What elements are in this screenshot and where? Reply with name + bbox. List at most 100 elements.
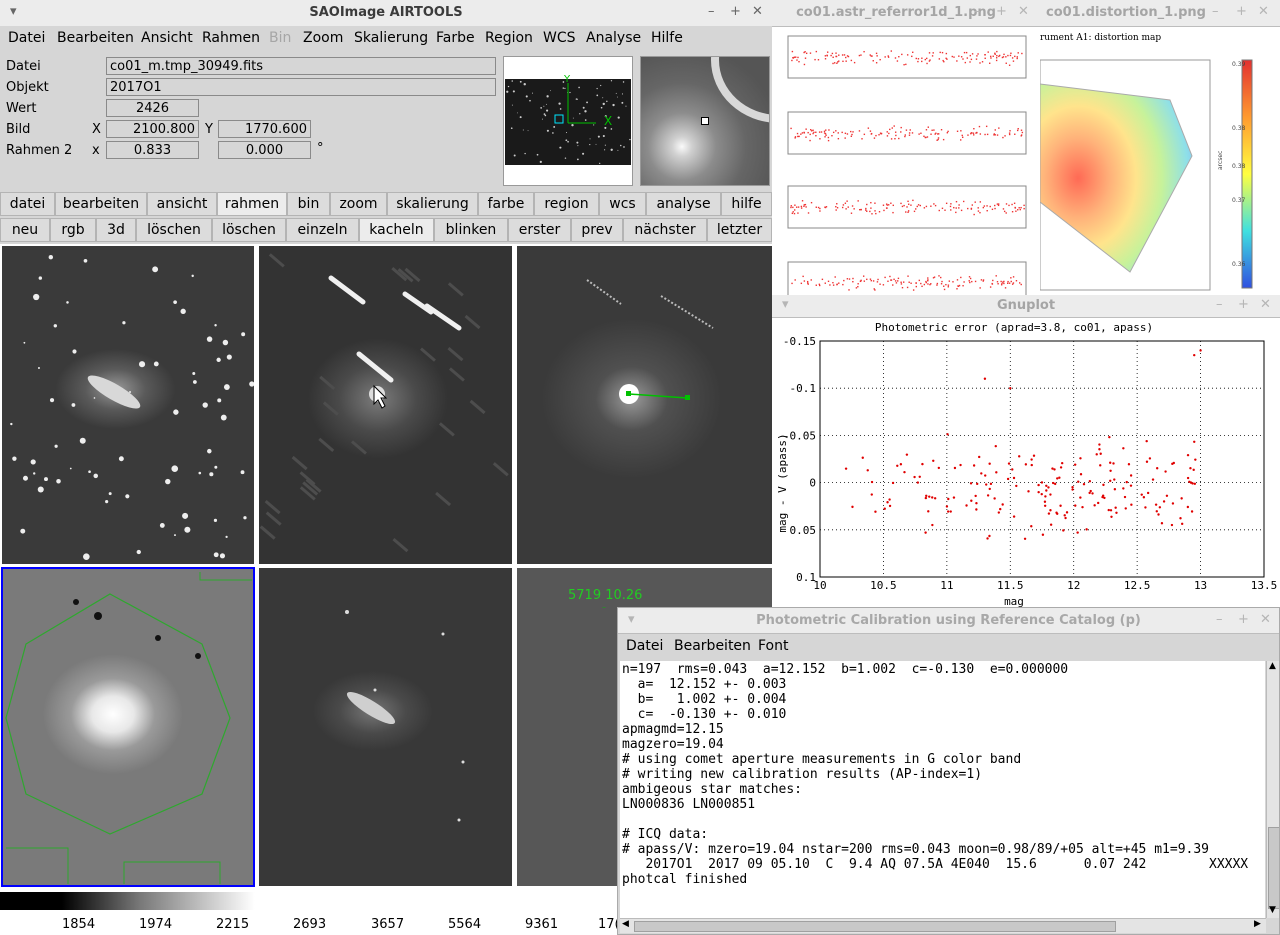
referror-dot — [979, 287, 981, 289]
menu-hilfe[interactable]: Hilfe — [651, 30, 683, 46]
frame-4[interactable] — [1, 567, 255, 887]
referror-dot — [1000, 280, 1002, 283]
scroll-down-icon[interactable]: ▼ — [1269, 905, 1276, 915]
button-blinken[interactable]: blinken — [434, 218, 508, 242]
photcal-titlebar[interactable]: ▾ Photometric Calibration using Referenc… — [618, 608, 1279, 634]
data-point — [1079, 473, 1083, 476]
menu-datei[interactable]: Datei — [8, 30, 46, 46]
button-wcs[interactable]: wcs — [599, 192, 646, 216]
menu-region[interactable]: Region — [485, 30, 533, 46]
menu-wcs[interactable]: WCS — [543, 30, 576, 46]
button-3d[interactable]: 3d — [96, 218, 136, 242]
button-einzeln[interactable]: einzeln — [286, 218, 359, 242]
button-zoom[interactable]: zoom — [330, 192, 387, 216]
scrollbar-thumb[interactable] — [634, 921, 1116, 932]
panner[interactable]: X Y — [503, 56, 633, 186]
referror-dot — [958, 284, 961, 287]
maximize-icon[interactable]: + — [1238, 612, 1249, 627]
vertical-scrollbar[interactable]: ▲ ▼ — [1266, 661, 1279, 918]
referror-dot — [835, 205, 837, 208]
scroll-right-icon[interactable]: ▶ — [1254, 919, 1261, 929]
bild-x-value: 2100.800 — [106, 120, 199, 138]
referror-dot — [889, 275, 891, 278]
horizontal-scrollbar[interactable]: ◀ ▶ — [620, 918, 1266, 933]
button-farbe[interactable]: farbe — [478, 192, 534, 216]
scroll-left-icon[interactable]: ◀ — [622, 919, 629, 929]
data-point — [995, 471, 998, 474]
button-prev[interactable]: prev — [571, 218, 623, 242]
window-menu-icon[interactable]: ▾ — [628, 612, 635, 627]
button-hilfe[interactable]: hilfe — [721, 192, 772, 216]
maximize-icon[interactable]: + — [1236, 4, 1247, 19]
button-letzter[interactable]: letzter — [707, 218, 772, 242]
referror-dot — [857, 285, 859, 288]
frame-2[interactable] — [259, 246, 512, 564]
referror-dot — [930, 133, 932, 135]
star — [71, 403, 76, 407]
button-neu[interactable]: neu — [0, 218, 50, 242]
scrollbar-thumb[interactable] — [1268, 827, 1279, 909]
window-menu-icon[interactable]: ▾ — [782, 297, 789, 312]
star-trail — [492, 462, 509, 477]
button-kacheln[interactable]: kacheln — [359, 218, 434, 242]
data-point — [999, 507, 1002, 511]
referror-dot — [925, 281, 927, 284]
maximize-icon[interactable]: + — [730, 4, 741, 19]
star — [209, 472, 214, 477]
close-icon[interactable]: ✕ — [752, 4, 763, 19]
photcal-menu-bearbeiten[interactable]: Bearbeiten — [674, 638, 751, 654]
button-naechster[interactable]: nächster — [623, 218, 707, 242]
button-loeschen-1[interactable]: löschen — [136, 218, 212, 242]
referror-titlebar[interactable]: co01.astr_referror1d_1.png – + ✕ — [772, 0, 1040, 27]
scroll-up-icon[interactable]: ▲ — [1269, 661, 1276, 671]
minimize-icon[interactable]: – — [1216, 297, 1223, 312]
button-skalierung[interactable]: skalierung — [387, 192, 478, 216]
photcal-menu-datei[interactable]: Datei — [626, 638, 664, 654]
menu-ansicht[interactable]: Ansicht — [141, 30, 193, 46]
button-bin[interactable]: bin — [287, 192, 330, 216]
maximize-icon[interactable]: + — [1238, 297, 1249, 312]
ds9-titlebar[interactable]: ▾ SAOImage AIRTOOLS – + ✕ — [0, 0, 772, 27]
menu-rahmen[interactable]: Rahmen — [202, 30, 260, 46]
minimize-icon[interactable]: – — [1212, 4, 1219, 19]
window-menu-icon[interactable]: ▾ — [10, 4, 17, 19]
frame-3[interactable] — [517, 246, 772, 564]
menu-skalierung[interactable]: Skalierung — [354, 30, 429, 46]
maximize-icon[interactable]: + — [996, 4, 1007, 19]
referror-dot — [1005, 62, 1007, 64]
button-analyse[interactable]: analyse — [646, 192, 721, 216]
distortion-titlebar[interactable]: co01.distortion_1.png – + ✕ — [1040, 0, 1280, 27]
button-erster[interactable]: erster — [508, 218, 571, 242]
menu-farbe[interactable]: Farbe — [436, 30, 475, 46]
referror-dot — [924, 136, 926, 139]
close-icon[interactable]: ✕ — [1260, 612, 1271, 627]
menu-analyse[interactable]: Analyse — [586, 30, 642, 46]
photcal-menu-font[interactable]: Font — [758, 638, 789, 654]
photcal-output[interactable]: n=197 rms=0.043 a=12.152 b=1.002 c=-0.13… — [620, 661, 1265, 918]
minimize-icon[interactable]: – — [974, 4, 981, 19]
gnuplot-titlebar[interactable]: ▾ Gnuplot – + ✕ — [772, 295, 1280, 318]
referror-dot — [815, 50, 818, 53]
menu-zoom[interactable]: Zoom — [303, 30, 344, 46]
star — [576, 141, 579, 144]
button-region[interactable]: region — [534, 192, 599, 216]
minimize-icon[interactable]: – — [1216, 612, 1223, 627]
button-bearbeiten[interactable]: bearbeiten — [55, 192, 147, 216]
menu-bearbeiten[interactable]: Bearbeiten — [57, 30, 134, 46]
button-rahmen[interactable]: rahmen — [217, 192, 287, 216]
referror-dot — [791, 212, 794, 215]
button-datei[interactable]: datei — [0, 192, 55, 216]
referror-dot — [915, 282, 917, 284]
close-icon[interactable]: ✕ — [1260, 297, 1271, 312]
button-ansicht[interactable]: ansicht — [147, 192, 217, 216]
button-rgb[interactable]: rgb — [50, 218, 96, 242]
referror-dot — [820, 131, 823, 133]
close-icon[interactable]: ✕ — [1018, 4, 1029, 19]
frame-1[interactable] — [2, 246, 254, 564]
referror-dot — [998, 55, 1000, 58]
minimize-icon[interactable]: – — [708, 4, 715, 19]
frame-5[interactable] — [259, 568, 512, 886]
button-loeschen-2[interactable]: löschen — [212, 218, 286, 242]
star — [38, 276, 43, 280]
close-icon[interactable]: ✕ — [1258, 4, 1269, 19]
